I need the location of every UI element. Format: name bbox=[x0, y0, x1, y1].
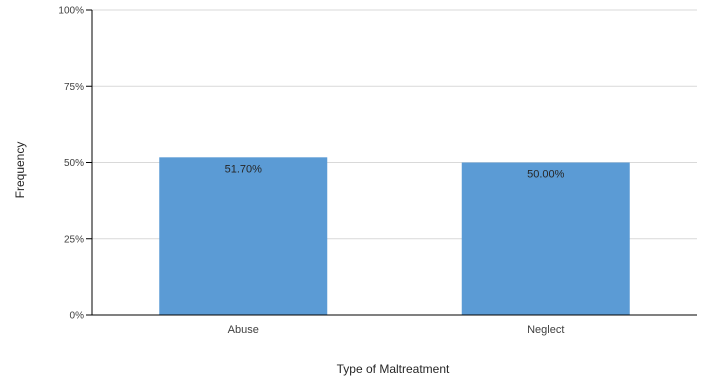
bars bbox=[159, 157, 630, 315]
y-axis-title: Frequency bbox=[13, 142, 27, 199]
labels: 0% 25% 50% 75% 100% 51.70% Abuse 50.00% Neglect bbox=[58, 6, 564, 337]
x-tick-label-neglect: Neglect bbox=[527, 324, 564, 336]
x-axis-title: Type of Maltreatment bbox=[337, 362, 450, 376]
bar-neglect bbox=[461, 162, 630, 315]
x-tick-label-abuse: Abuse bbox=[228, 324, 259, 336]
y-tick-label: 100% bbox=[58, 6, 84, 17]
axes bbox=[86, 9, 697, 316]
y-tick-label: 50% bbox=[64, 158, 84, 169]
y-tick-label: 25% bbox=[64, 234, 84, 245]
y-tick-label: 0% bbox=[70, 311, 85, 322]
y-tick-label: 75% bbox=[64, 82, 84, 93]
bar-abuse bbox=[159, 157, 328, 315]
data-label-abuse: 51.70% bbox=[225, 163, 263, 175]
data-label-neglect: 50.00% bbox=[527, 169, 565, 181]
